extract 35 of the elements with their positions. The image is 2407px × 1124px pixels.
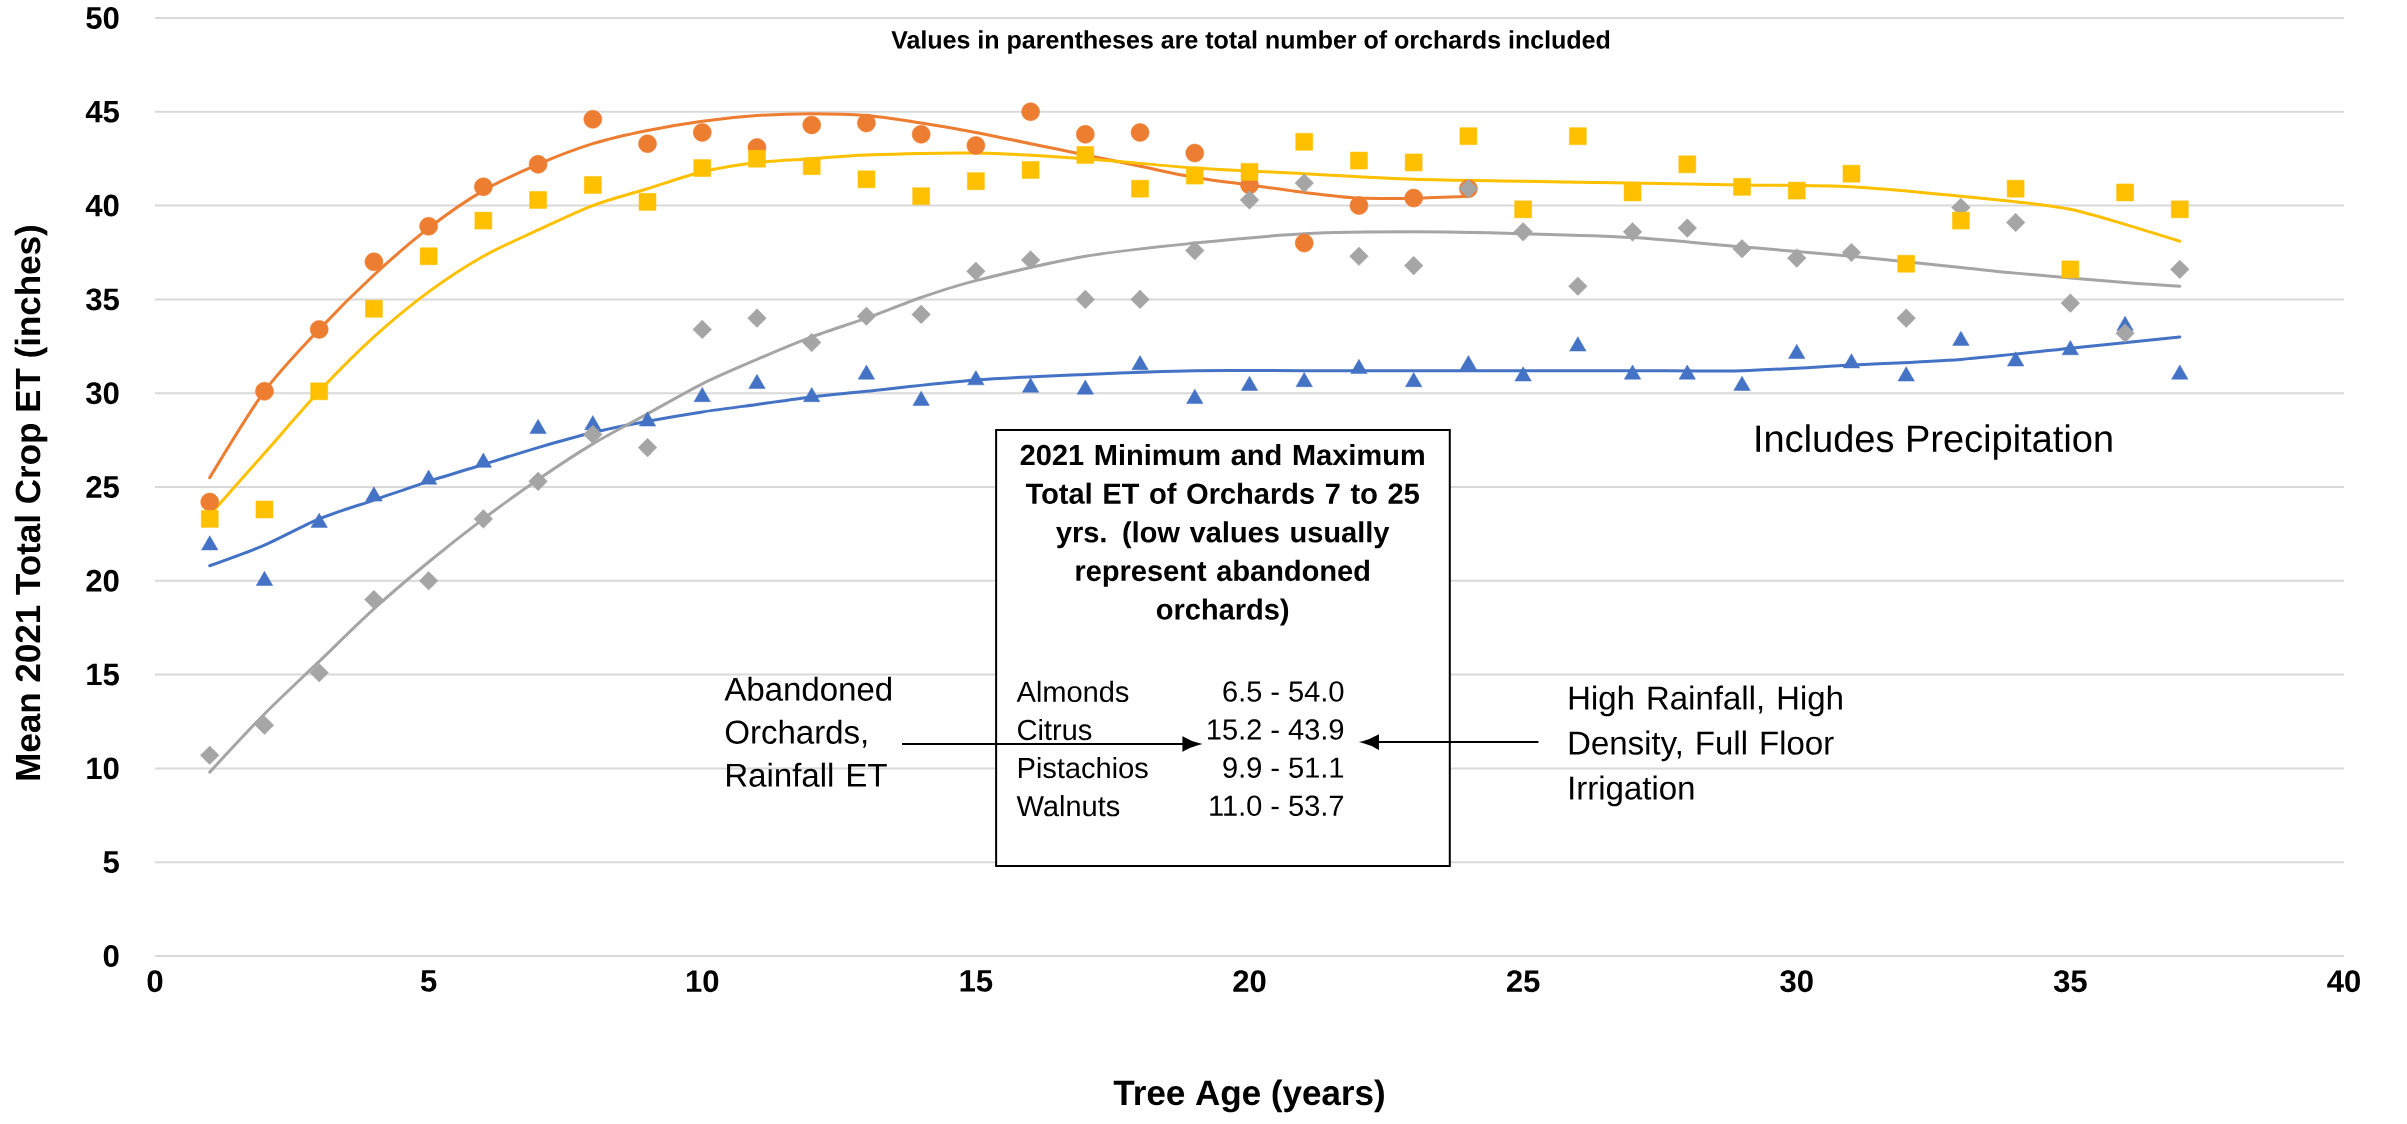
annotation: Walnuts (1016, 795, 1120, 817)
annotation: Includes Precipitation (1756, 424, 2112, 460)
chart-subtitle: Values in parentheses are total number of orchards included (891, 30, 1610, 54)
annotation: 15.2 - 43.9 (1208, 719, 1344, 740)
x-tick-label: 30 (1780, 970, 1813, 993)
annotation: Abandoned Orchards, Rainfall ET (724, 676, 892, 787)
y-tick-label: 0 (103, 945, 119, 967)
x-axis-title: Tree Age (years) (1113, 1079, 1384, 1113)
annotation: Pistachios (1018, 756, 1148, 779)
x-tick-label: 15 (960, 970, 993, 992)
y-axis-title: Mean 2021 Total Crop ET (inches) (14, 226, 48, 780)
annotation: 2021 Minimum and Maximum Total ET of Orchards 7 to 25 yrs. (low values usually represent abandoned orchards) (1020, 444, 1424, 626)
y-tick-label: 45 (85, 100, 119, 123)
y-tick-label: 30 (86, 382, 119, 405)
y-tick-label: 20 (86, 569, 119, 592)
annotation: Almonds (1016, 680, 1129, 703)
annotation: 11.0 - 53.7 (1210, 795, 1344, 816)
y-tick-label: 50 (86, 7, 119, 29)
x-tick-label: 25 (1506, 970, 1540, 993)
y-tick-label: 15 (87, 663, 119, 686)
x-tick-label: 40 (2327, 970, 2360, 993)
annotation: 6.5 - 54.0 (1223, 681, 1344, 702)
annotation: 9.9 - 51.1 (1223, 757, 1344, 778)
y-tick-label: 40 (85, 194, 119, 217)
y-tick-label: 25 (86, 476, 119, 498)
x-tick-label: 20 (1233, 970, 1266, 993)
x-tick-label: 10 (686, 970, 719, 993)
y-tick-label: 35 (86, 288, 119, 311)
x-tick-label: 0 (147, 970, 163, 993)
annotation: High Rainfall, High Density, Full Floor Irrigation (1569, 685, 1842, 807)
x-tick-label: 35 (2053, 970, 2087, 993)
x-tick-label: 5 (420, 970, 437, 992)
y-tick-label: 10 (87, 757, 119, 780)
annotation: Citrus (1018, 718, 1092, 741)
y-tick-label: 5 (103, 851, 119, 873)
